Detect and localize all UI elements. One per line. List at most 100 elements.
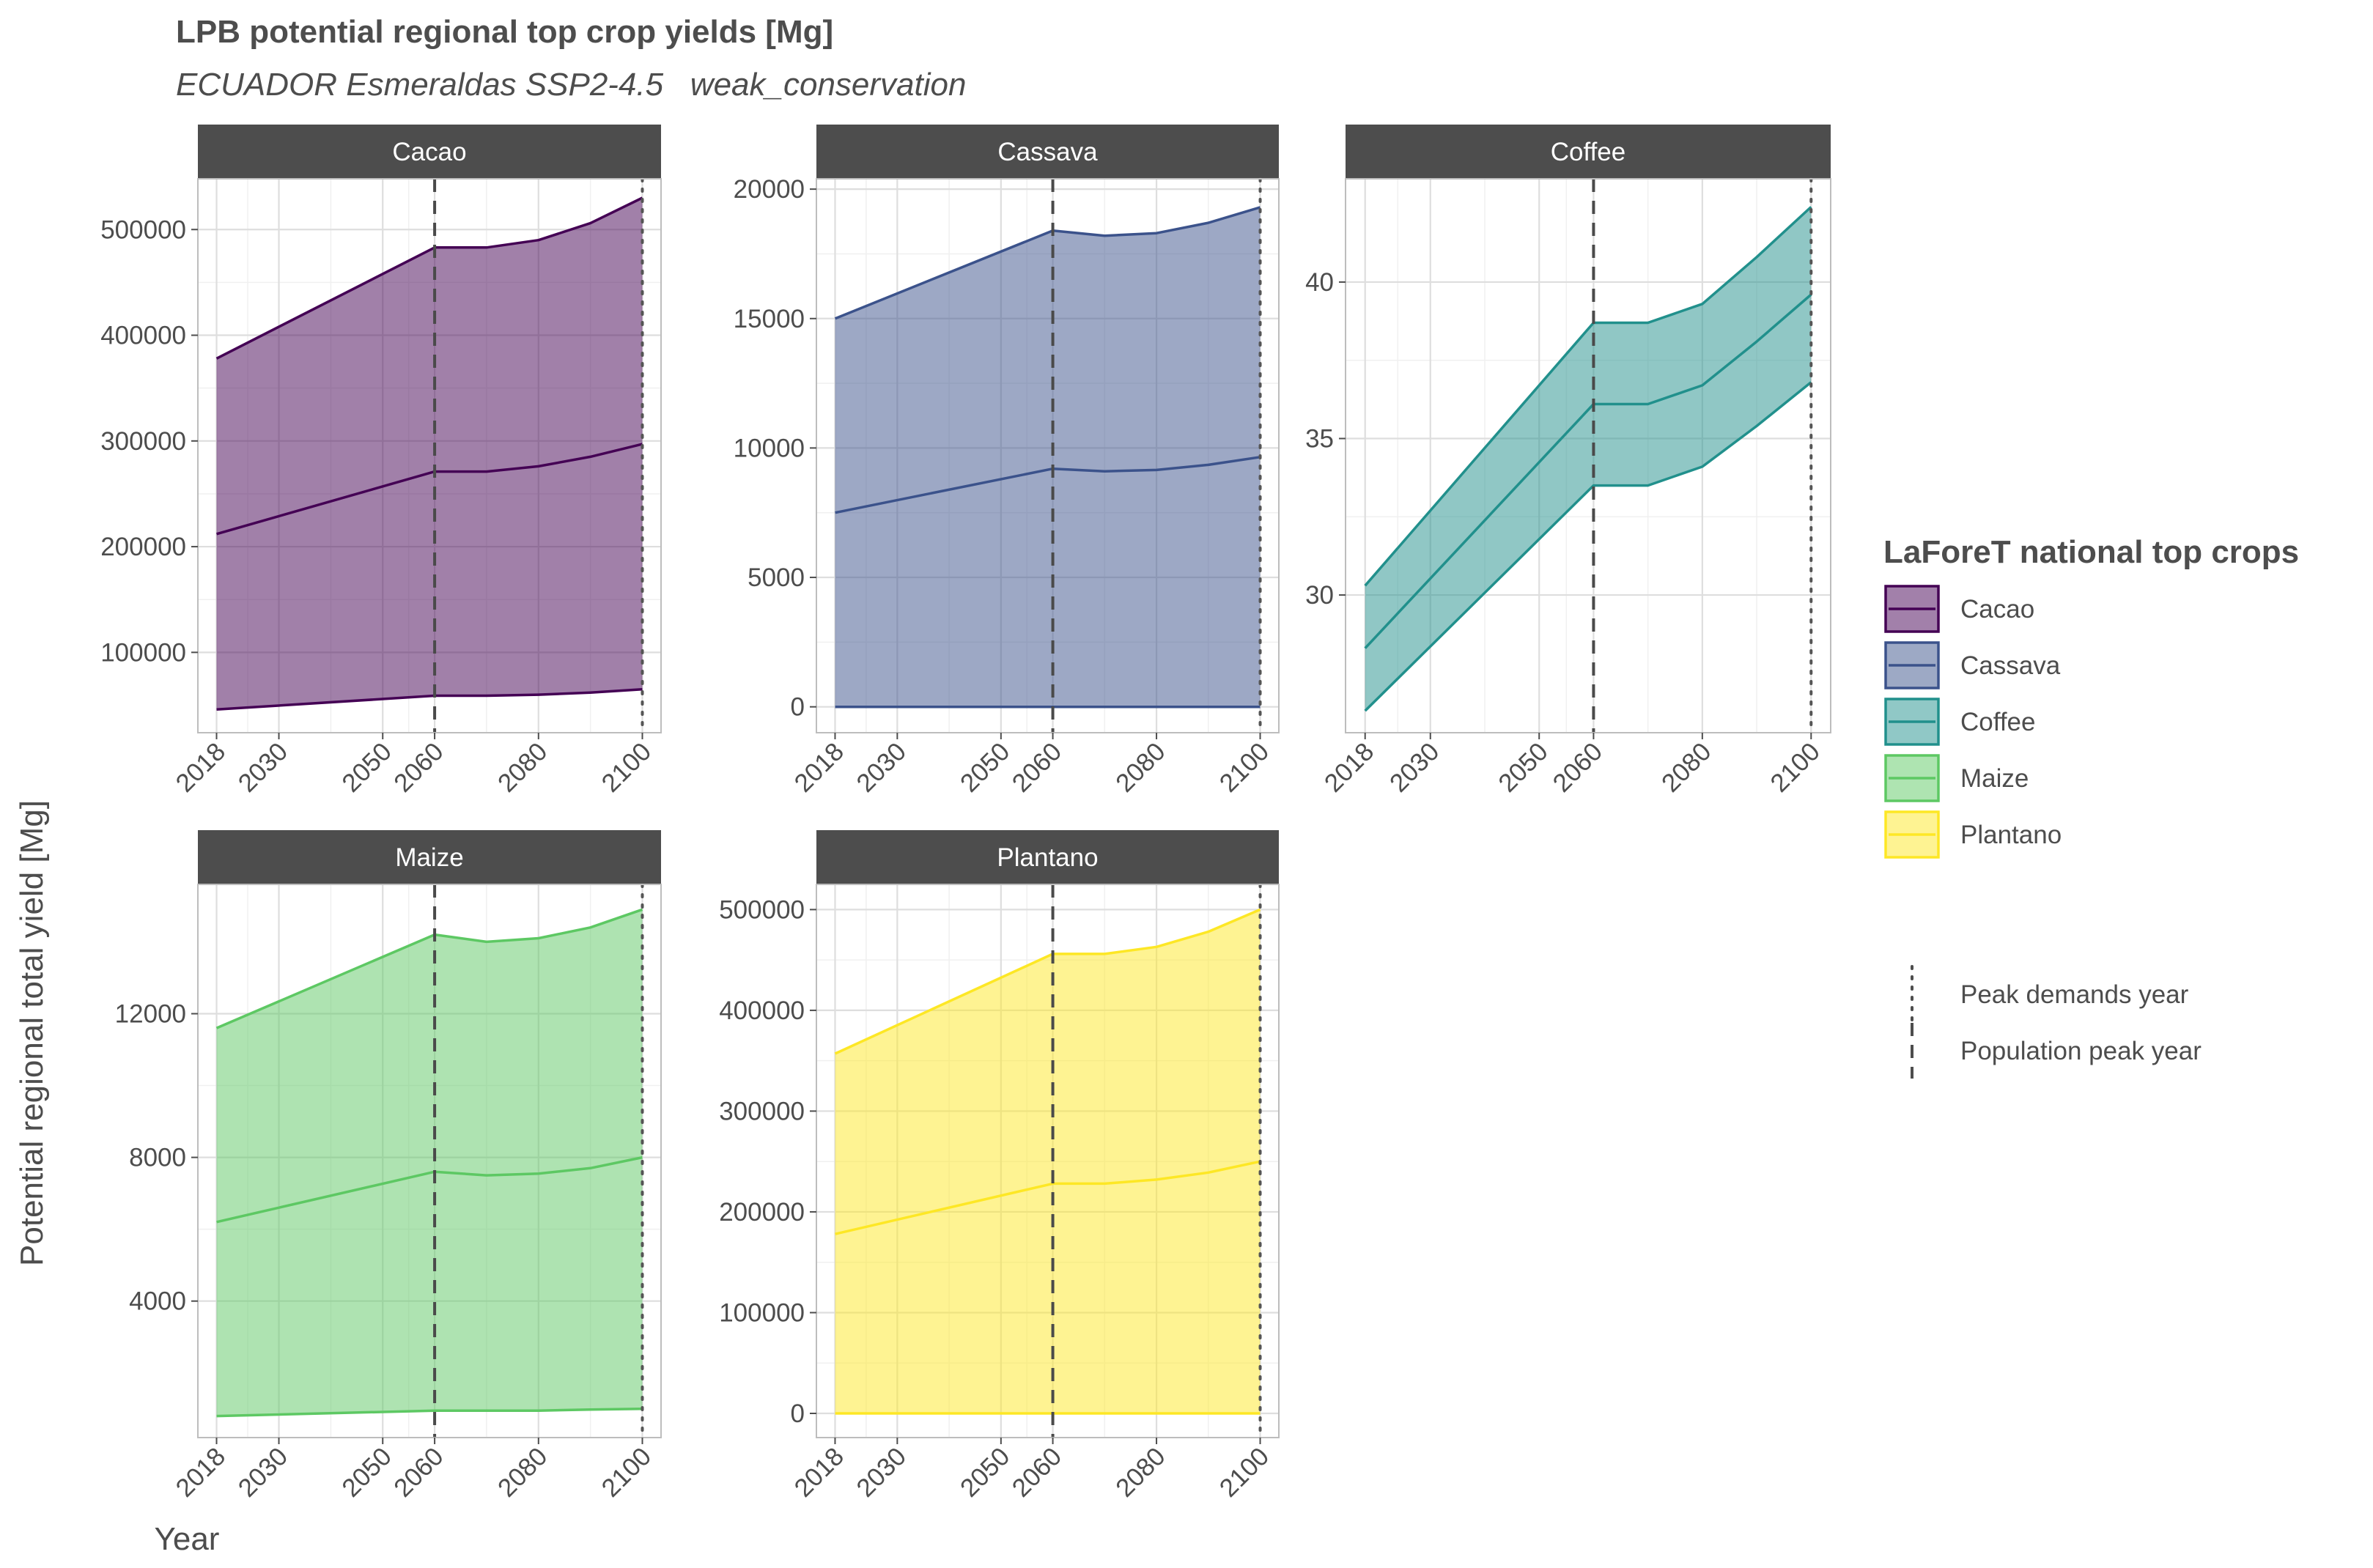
x-tick-label: 2100 <box>597 737 657 798</box>
legend-item-cassava: Cassava <box>1884 641 2061 689</box>
y-tick-label: 12000 <box>115 999 186 1028</box>
strip-label-cassava: Cassava <box>997 138 1098 166</box>
x-tick-label: 2050 <box>336 1442 397 1503</box>
area-cassava <box>835 207 1261 707</box>
panel-border-cacao <box>197 178 662 733</box>
line-middle-maize <box>216 1155 643 1224</box>
y-tick-label: 4000 <box>129 1287 186 1316</box>
x-tick-label: 2030 <box>233 1442 294 1503</box>
strip-label-coffee: Coffee <box>1551 138 1626 166</box>
y-tick-label: 30 <box>1305 581 1334 610</box>
strip-coffee <box>1346 125 1831 179</box>
x-tick-label: 2030 <box>851 737 912 798</box>
x-tick-label: 2018 <box>789 1442 849 1503</box>
line-lower-coffee <box>1364 381 1812 712</box>
x-tick-label: 2018 <box>171 737 232 798</box>
chart-title: LPB potential regional top crop yields [… <box>176 14 833 50</box>
x-axis-title: Year <box>155 1521 220 1557</box>
x-tick-label: 2080 <box>1656 737 1717 798</box>
x-tick-label: 2060 <box>388 737 449 798</box>
line-middle-coffee <box>1364 293 1812 649</box>
strip-cacao <box>198 125 661 179</box>
y-tick-label: 0 <box>791 1399 805 1428</box>
y-tick-label: 500000 <box>100 215 186 244</box>
peak-demands-legend-label: Peak demands year <box>1960 980 2189 1009</box>
strip-label-maize: Maize <box>395 843 463 872</box>
line-upper-maize <box>215 908 643 1029</box>
x-tick-label: 2060 <box>1547 737 1608 798</box>
legend-label-cacao: Cacao <box>1960 595 2034 624</box>
y-tick-label: 100000 <box>719 1298 805 1327</box>
x-tick-label: 2080 <box>492 1442 553 1503</box>
y-tick-label: 35 <box>1305 425 1334 454</box>
area-cacao <box>216 198 643 710</box>
x-tick-label: 2080 <box>1110 1442 1171 1503</box>
strip-plantano <box>816 830 1279 884</box>
y-tick-label: 5000 <box>748 563 805 592</box>
y-tick-label: 300000 <box>719 1097 805 1125</box>
strip-label-plantano: Plantano <box>997 843 1098 872</box>
legend-item-maize: Maize <box>1884 754 2029 802</box>
x-tick-label: 2100 <box>1214 737 1275 798</box>
x-tick-label: 2018 <box>789 737 849 798</box>
legend: LaForeT national top crops Cacao Cassava C… <box>1883 534 2299 1079</box>
line-upper-cacao <box>215 196 643 360</box>
x-tick-label: 2050 <box>955 1442 1016 1503</box>
legend-item-cacao: Cacao <box>1884 585 2034 633</box>
x-tick-label: 2030 <box>851 1442 912 1503</box>
line-upper-plantano <box>834 908 1261 1055</box>
legend-item-plantano: Plantano <box>1884 810 2062 859</box>
y-tick-label: 400000 <box>719 996 805 1025</box>
line-middle-cacao <box>216 443 643 536</box>
y-tick-label: 20000 <box>734 175 805 204</box>
legend-label-cassava: Cassava <box>1960 651 2061 680</box>
y-tick-label: 200000 <box>719 1198 805 1227</box>
x-tick-label: 2100 <box>1214 1442 1275 1503</box>
x-tick-label: 2050 <box>955 737 1016 798</box>
legend-line-item-0: Peak demands year <box>1911 965 2189 1024</box>
population-peak-legend-label: Population peak year <box>1960 1037 2202 1065</box>
strip-maize <box>198 830 661 884</box>
panel-border-coffee <box>1345 178 1831 733</box>
strip-cassava <box>816 125 1279 179</box>
y-tick-label: 500000 <box>719 895 805 924</box>
area-coffee <box>1365 207 1812 711</box>
x-tick-label: 2050 <box>1493 737 1554 798</box>
panel-border-cassava <box>816 178 1280 733</box>
line-lower-cacao <box>216 688 643 711</box>
panel-border-maize <box>197 884 662 1438</box>
y-tick-label: 40 <box>1305 268 1334 297</box>
legend-label-maize: Maize <box>1960 764 2029 793</box>
x-tick-label: 2060 <box>1007 1442 1068 1503</box>
x-tick-label: 2018 <box>171 1442 232 1503</box>
legend-item-coffee: Coffee <box>1884 698 2036 746</box>
line-middle-cassava <box>835 456 1261 514</box>
x-tick-label: 2100 <box>597 1442 657 1503</box>
area-maize <box>216 909 643 1416</box>
y-tick-label: 200000 <box>100 533 186 561</box>
line-middle-plantano <box>835 1160 1261 1235</box>
x-tick-label: 2080 <box>1110 737 1171 798</box>
y-tick-label: 8000 <box>129 1144 186 1172</box>
y-tick-label: 10000 <box>734 434 805 462</box>
line-upper-coffee <box>1364 206 1812 587</box>
x-tick-label: 2060 <box>1007 737 1068 798</box>
panel-plantano: Plantano 0 100000 200000 300000 400000 500000 2… <box>719 830 1280 1503</box>
x-tick-label: 2050 <box>336 737 397 798</box>
y-tick-label: 300000 <box>100 427 186 456</box>
x-tick-label: 2030 <box>233 737 294 798</box>
chart-subtitle: ECUADOR Esmeraldas SSP2-4.5 weak_conserv… <box>176 67 966 103</box>
legend-label-coffee: Coffee <box>1960 708 2036 736</box>
panel-border-plantano <box>816 884 1280 1438</box>
y-tick-label: 0 <box>791 693 805 722</box>
x-tick-label: 2030 <box>1384 737 1445 798</box>
y-tick-label: 15000 <box>734 305 805 333</box>
line-lower-maize <box>216 1408 643 1418</box>
legend-label-plantano: Plantano <box>1960 821 2062 849</box>
